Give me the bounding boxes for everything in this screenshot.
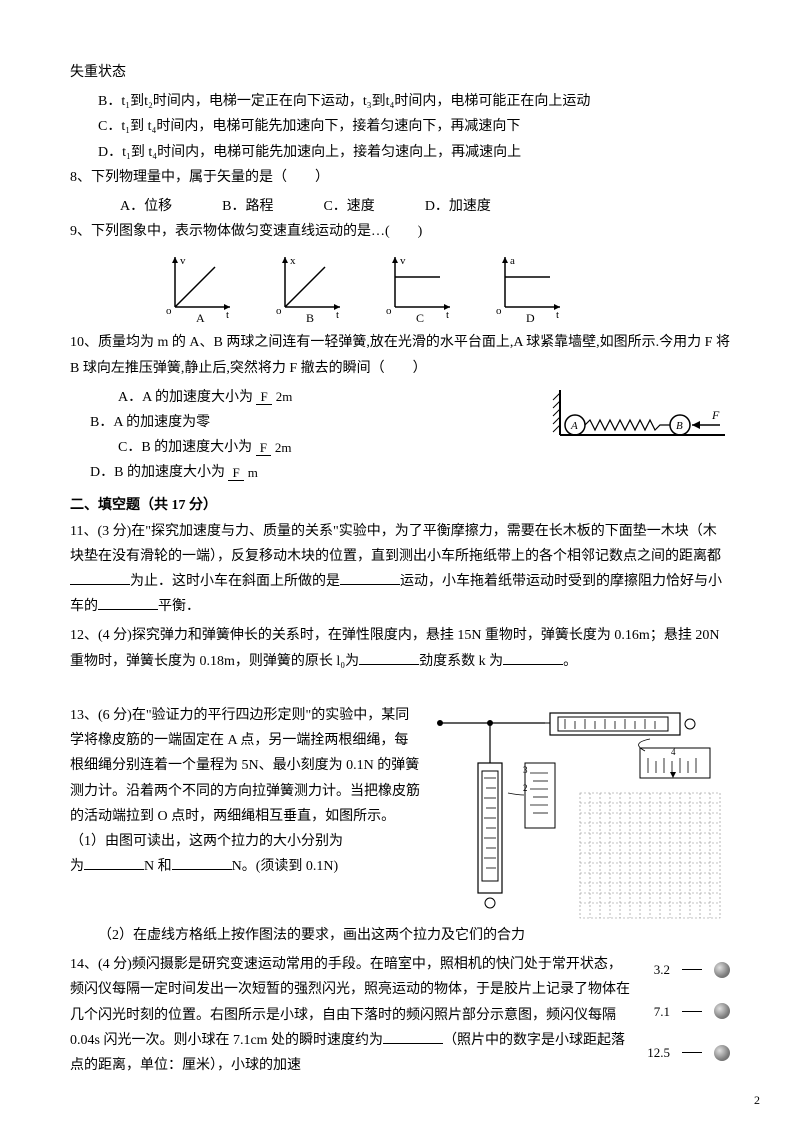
- ball-icon: [714, 962, 730, 978]
- q10-option-b: B．A 的加速度为零: [90, 410, 311, 435]
- q13-figure: 4 3 2: [430, 703, 730, 923]
- q8-stem: 8、下列物理量中，属于矢量的是（ ）: [70, 165, 730, 190]
- q10-stem: 10、质量均为 m 的 A、B 两球之间连有一轻弹簧,放在光滑的水平台面上,A …: [70, 330, 730, 380]
- svg-text:t: t: [226, 309, 229, 321]
- q10-option-d: D．B 的加速度大小为: [90, 465, 225, 480]
- q8-option-d: D．加速度: [425, 194, 491, 219]
- q10-option-c: C．B 的加速度大小为: [118, 440, 252, 455]
- svg-text:v: v: [400, 255, 406, 267]
- svg-text:t: t: [446, 309, 449, 321]
- page-number: 2: [754, 1090, 760, 1112]
- svg-text:B: B: [676, 420, 683, 432]
- svg-text:o: o: [276, 305, 282, 317]
- svg-text:D: D: [526, 311, 535, 322]
- q8-option-a: A．位移: [120, 194, 172, 219]
- q13-part2: （2）在虚线方格纸上按作图法的要求，画出这两个拉力及它们的合力: [70, 923, 730, 948]
- svg-text:t: t: [556, 309, 559, 321]
- q9-graph-a: v t o A: [160, 252, 240, 322]
- section-2-title: 二、填空题（共 17 分）: [70, 493, 730, 518]
- q10-figure: A B F: [550, 385, 730, 445]
- ball-icon: [714, 1003, 730, 1019]
- q9-graph-b: x t o B: [270, 252, 350, 322]
- q9-graph-d: a t o D: [490, 252, 570, 322]
- q7-weightless: 失重状态: [70, 60, 730, 85]
- svg-text:B: B: [306, 311, 314, 322]
- q10-options: A．A 的加速度大小为 F2m B．A 的加速度为零 C．B 的加速度大小为 F…: [70, 385, 550, 486]
- q8-option-c: C．速度: [323, 194, 374, 219]
- q14: 14、(4 分)频闪摄影是研究变速运动常用的手段。在暗室中，照相机的快门处于常开…: [70, 952, 630, 1078]
- q9-graphs: v t o A x t o B v t o C a t o D: [70, 252, 730, 322]
- svg-text:o: o: [496, 305, 502, 317]
- svg-text:o: o: [386, 305, 392, 317]
- svg-text:2: 2: [523, 783, 528, 793]
- svg-text:t: t: [336, 309, 339, 321]
- q7-option-d: D．t₁到 t₄时间内，电梯可能先加速向上，接着匀速向上，再减速向上: [70, 140, 730, 165]
- svg-text:3: 3: [523, 765, 528, 775]
- svg-text:o: o: [166, 305, 172, 317]
- q14-figure: 3.2 7.1 12.5: [640, 952, 730, 1082]
- svg-text:A: A: [196, 311, 205, 322]
- svg-text:x: x: [290, 255, 296, 267]
- q7-option-c: C．t₁到 t₄时间内，电梯可能先加速向下，接着匀速向下，再减速向下: [70, 114, 730, 139]
- q13-text: 13、(6 分)在"验证力的平行四边形定则"的实验中，某同学将橡皮筋的一端固定在…: [70, 703, 420, 923]
- q9-graph-c: v t o C: [380, 252, 460, 322]
- svg-text:4: 4: [671, 747, 676, 757]
- q10-option-a: A．A 的加速度大小为: [118, 390, 253, 405]
- q8-option-b: B．路程: [222, 194, 273, 219]
- svg-text:A: A: [570, 420, 578, 432]
- svg-text:a: a: [510, 255, 515, 267]
- q7-option-b: B．t₁到t₂时间内，电梯一定正在向下运动，t₃到t₄时间内，电梯可能正在向上运…: [70, 89, 730, 114]
- svg-text:C: C: [416, 311, 424, 322]
- ball-icon: [714, 1045, 730, 1061]
- svg-text:v: v: [180, 255, 186, 267]
- q11: 11、(3 分)在"探究加速度与力、质量的关系"实验中，为了平衡摩擦力，需要在长…: [70, 519, 730, 620]
- svg-text:F: F: [711, 408, 720, 422]
- q9-stem: 9、下列图象中，表示物体做匀变速直线运动的是…( ): [70, 219, 730, 244]
- q12: 12、(4 分)探究弹力和弹簧伸长的关系时，在弹性限度内，悬挂 15N 重物时，…: [70, 623, 730, 673]
- q13-blank1: 为: [70, 859, 84, 874]
